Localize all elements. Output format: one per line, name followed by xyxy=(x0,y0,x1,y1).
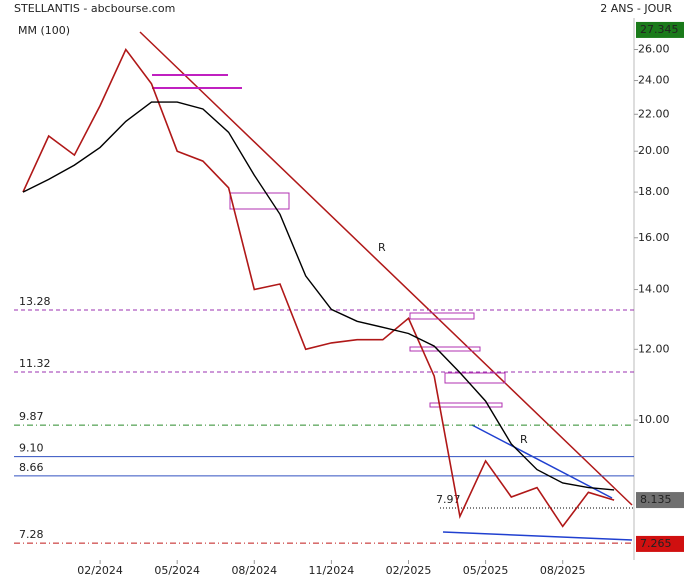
price-badge-label: 8.135 xyxy=(640,493,672,506)
level-label: 7.97 xyxy=(436,493,461,506)
level-label: 9.10 xyxy=(19,442,44,455)
y-tick-label: 16.00 xyxy=(638,231,670,244)
y-tick-label: 18.00 xyxy=(638,185,670,198)
series-line xyxy=(22,101,615,491)
drawings xyxy=(139,31,633,541)
level-label: 7.28 xyxy=(19,528,44,541)
series-line xyxy=(22,47,615,528)
zone xyxy=(409,312,475,320)
y-tick-label: 14.00 xyxy=(638,283,670,296)
annotation: R xyxy=(520,433,528,446)
y-tick-label: 12.00 xyxy=(638,342,670,355)
zone xyxy=(409,346,481,352)
trendline xyxy=(139,31,633,506)
annotation: R xyxy=(378,241,386,254)
y-tick-label: 22.00 xyxy=(638,107,670,120)
x-tick-label: 11/2024 xyxy=(309,564,355,577)
x-tick-label: 08/2024 xyxy=(231,564,277,577)
x-tick-label: 05/2024 xyxy=(154,564,200,577)
price-badge xyxy=(636,21,684,38)
price-badge-label: 27.345 xyxy=(640,23,679,36)
zone xyxy=(444,372,506,384)
x-tick-label: 05/2025 xyxy=(463,564,509,577)
level-label: 13.28 xyxy=(19,295,51,308)
price-badge xyxy=(636,492,684,509)
trendline xyxy=(442,531,633,541)
x-tick-label: 08/2025 xyxy=(540,564,586,577)
chart-subtitle: 2 ANS - JOUR xyxy=(600,2,672,15)
y-tick-label: 10.00 xyxy=(638,413,670,426)
x-tick-label: 02/2025 xyxy=(386,564,432,577)
level-label: 11.32 xyxy=(19,357,51,370)
zone xyxy=(429,402,503,408)
price-badge xyxy=(636,535,684,552)
chart-title: STELLANTIS - abcbourse.com xyxy=(14,2,175,15)
zone xyxy=(229,192,290,210)
price-badge-label: 7.265 xyxy=(640,537,672,550)
legend-entry: MM (100) xyxy=(18,24,70,37)
y-tick-label: 24.00 xyxy=(638,74,670,87)
level-label: 8.66 xyxy=(19,461,44,474)
x-tick-label: 02/2024 xyxy=(77,564,123,577)
y-tick-label: 20.00 xyxy=(638,144,670,157)
trendline xyxy=(471,424,613,499)
y-tick-label: 26.00 xyxy=(638,42,670,55)
level-label: 9.87 xyxy=(19,410,44,423)
